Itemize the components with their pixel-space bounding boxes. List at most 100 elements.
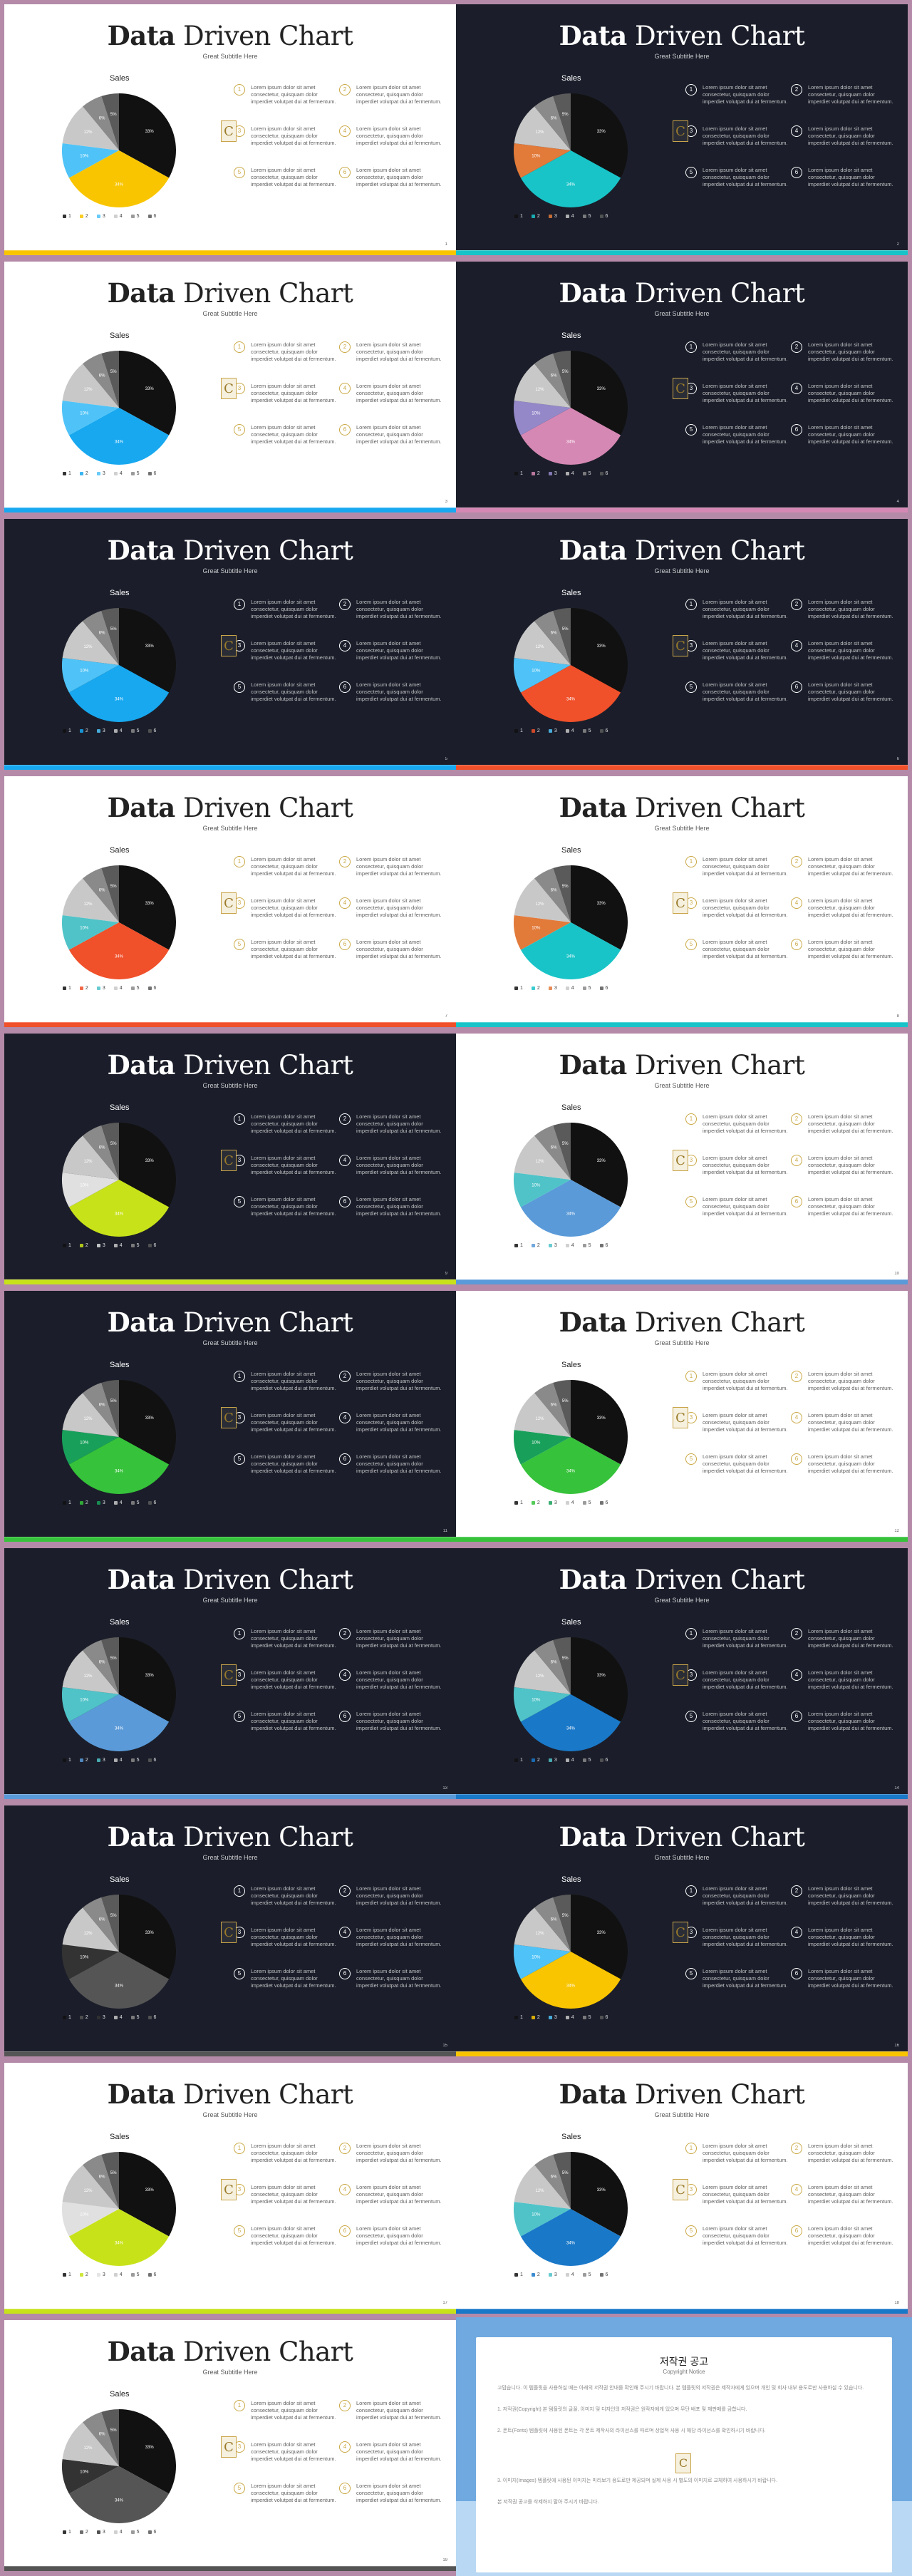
legend-label: 5 xyxy=(588,1500,591,1505)
pie-slice xyxy=(571,1123,628,1207)
legend-swatch xyxy=(548,986,552,990)
legend-item: 6 xyxy=(599,471,608,476)
bullet-text: Lorem ipsum dolor sit amet consectetur, … xyxy=(251,1628,336,1649)
legend-item: 5 xyxy=(130,214,140,219)
legend-label: 4 xyxy=(571,471,574,476)
pie-slice-label: 10% xyxy=(532,669,541,673)
notice-paragraph-2: 1. 저작권(Copyright) 본 템플릿의 글꼴, 이미지 및 디자인의 … xyxy=(497,2407,747,2412)
slide-subtitle: Great Subtitle Here xyxy=(654,1854,710,1861)
bullet-number: 1 xyxy=(234,1113,245,1125)
bullet-item: 1 Lorem ipsum dolor sit amet consectetur,… xyxy=(234,1371,339,1392)
legend-item: 2 xyxy=(531,214,540,219)
slide-title: Data Driven Chart xyxy=(107,1564,353,1595)
pie-slice-label: 6% xyxy=(99,1146,105,1150)
pie-slice-label: 33% xyxy=(145,1416,155,1421)
legend-item: 3 xyxy=(96,2272,105,2277)
bullet-item: 1 Lorem ipsum dolor sit amet consectetur,… xyxy=(685,2143,791,2164)
legend-swatch xyxy=(531,1244,535,1247)
bullet-item: 2 Lorem ipsum dolor sit amet consectetur,… xyxy=(339,856,445,877)
pie-slice xyxy=(83,2411,119,2466)
legend-label: 2 xyxy=(537,2272,540,2277)
legend-label: 4 xyxy=(571,214,574,219)
legend-item: 4 xyxy=(565,986,574,991)
logo-icon: C xyxy=(673,892,688,914)
slide-subtitle: Great Subtitle Here xyxy=(202,825,258,832)
chart-title: Sales xyxy=(561,1618,581,1627)
legend-label: 5 xyxy=(588,986,591,991)
pie-slice-label: 10% xyxy=(532,2212,541,2217)
legend-label: 1 xyxy=(68,471,71,476)
legend-item: 6 xyxy=(147,2530,156,2535)
accent-bar xyxy=(456,1794,908,1799)
legend-swatch xyxy=(599,1758,603,1762)
bullet-item: 3 Lorem ipsum dolor sit amet consectetur,… xyxy=(685,383,791,404)
pie-slice-label: 6% xyxy=(551,1661,557,1665)
legend-label: 5 xyxy=(588,2272,591,2277)
legend-label: 6 xyxy=(153,1500,157,1505)
slide-title: Data Driven Chart xyxy=(107,1307,353,1338)
bullet-text: Lorem ipsum dolor sit amet consectetur, … xyxy=(703,383,788,403)
legend-item: 1 xyxy=(63,214,71,219)
logo-icon: C xyxy=(673,1407,688,1428)
bullet-item: 4 Lorem ipsum dolor sit amet consectetur,… xyxy=(791,1155,896,1176)
legend-swatch xyxy=(147,1758,152,1762)
legend-label: 4 xyxy=(571,2272,574,2277)
legend-item: 3 xyxy=(96,214,105,219)
legend-item: 4 xyxy=(565,214,574,219)
bullet-text: Lorem ipsum dolor sit amet consectetur, … xyxy=(703,1927,788,1947)
bullet-text: Lorem ipsum dolor sit amet consectetur, … xyxy=(356,1412,442,1433)
bullet-number: 1 xyxy=(685,1885,697,1897)
legend-swatch xyxy=(130,472,135,475)
bullet-number: 4 xyxy=(791,897,802,909)
bullet-number: 1 xyxy=(234,2143,245,2154)
bullet-number: 5 xyxy=(685,939,697,950)
bullet-item: 2 Lorem ipsum dolor sit amet consectetur,… xyxy=(339,2400,445,2421)
bullet-item: 1 Lorem ipsum dolor sit amet consectetur,… xyxy=(234,341,339,363)
bullet-item: 5 Lorem ipsum dolor sit amet consectetur,… xyxy=(234,424,339,445)
bullet-text: Lorem ipsum dolor sit amet consectetur, … xyxy=(356,1453,442,1474)
legend-label: 4 xyxy=(571,1243,574,1248)
bullet-item: 5 Lorem ipsum dolor sit amet consectetur,… xyxy=(234,939,339,960)
bullet-text: Lorem ipsum dolor sit amet consectetur, … xyxy=(251,856,336,877)
bullet-text: Lorem ipsum dolor sit amet consectetur, … xyxy=(808,1113,893,1134)
legend-label: 4 xyxy=(119,728,123,733)
pie-slice xyxy=(534,1125,571,1180)
bullet-item: 2 Lorem ipsum dolor sit amet consectetur,… xyxy=(791,1885,896,1907)
pie-slice-label: 10% xyxy=(80,2470,89,2474)
pie-slice-label: 12% xyxy=(83,1674,93,1679)
legend-label: 4 xyxy=(119,2272,123,2277)
legend-label: 3 xyxy=(102,2272,105,2277)
legend-item: 1 xyxy=(514,986,523,991)
legend-swatch xyxy=(565,2273,569,2277)
slide-title: Data Driven Chart xyxy=(107,535,353,566)
pie-slice xyxy=(68,150,170,207)
pie-slice xyxy=(101,1123,119,1180)
legend-item: 1 xyxy=(63,1243,71,1248)
pie-slice-label: 33% xyxy=(597,1416,606,1421)
bullet-number: 6 xyxy=(791,1711,802,1722)
pie-slice xyxy=(101,351,119,408)
pie-slice xyxy=(520,150,621,207)
accent-bar xyxy=(4,1794,456,1799)
legend-label: 2 xyxy=(85,2530,88,2535)
legend-label: 6 xyxy=(605,2015,608,2020)
page-number: 12 xyxy=(894,1529,899,1533)
legend-label: 5 xyxy=(136,2015,140,2020)
legend-label: 2 xyxy=(85,2272,88,2277)
bullet-number: 2 xyxy=(791,2143,802,2154)
legend-swatch xyxy=(582,2016,586,2019)
legend-item: 6 xyxy=(599,986,608,991)
pie-slice xyxy=(83,2154,119,2209)
bullet-item: 5 Lorem ipsum dolor sit amet consectetur,… xyxy=(685,1711,791,1732)
bullet-item: 4 Lorem ipsum dolor sit amet consectetur,… xyxy=(791,897,896,919)
bullet-item: 2 Lorem ipsum dolor sit amet consectetur,… xyxy=(791,1628,896,1649)
legend-swatch xyxy=(582,215,586,218)
pie-slice-label: 10% xyxy=(80,1441,89,1445)
bullet-text: Lorem ipsum dolor sit amet consectetur, … xyxy=(251,1412,336,1433)
legend-item: 3 xyxy=(96,471,105,476)
slide: Data Driven Chart Great Subtitle Here Sale… xyxy=(4,1034,456,1284)
pie-slice-label: 34% xyxy=(115,1470,124,1474)
pie-slice xyxy=(119,2152,176,2237)
legend-item: 4 xyxy=(565,1243,574,1248)
page-number: 5 xyxy=(445,757,447,761)
